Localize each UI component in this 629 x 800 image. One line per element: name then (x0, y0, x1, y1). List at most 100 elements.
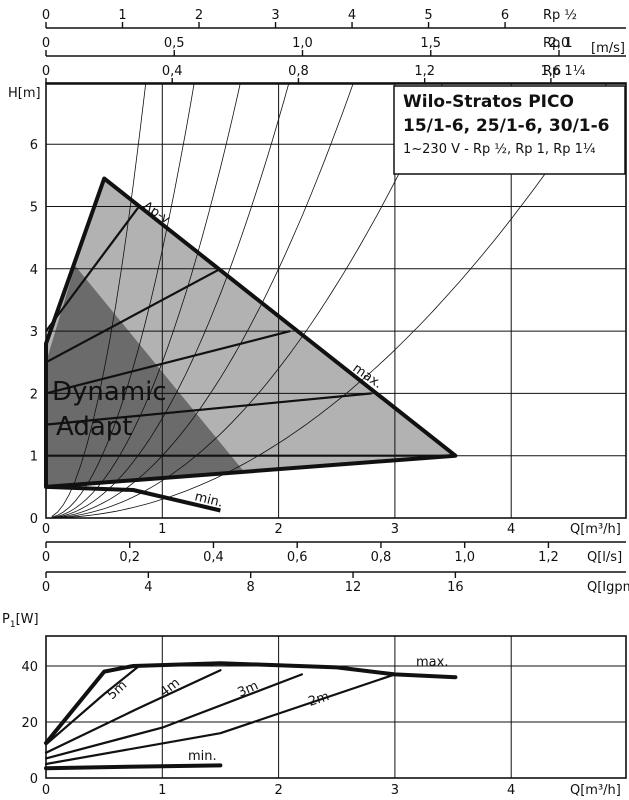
top-scale-0-tick-label: 1 (118, 8, 126, 23)
flow-scale-1-tick-label: 16 (447, 580, 464, 595)
power-x-tick: 4 (507, 783, 515, 798)
power-y-tick: 40 (21, 660, 38, 675)
power-series-min (44, 763, 223, 771)
head-xlabel: Q[m³/h] (570, 522, 621, 537)
head-series-line-2 (45, 392, 372, 426)
power-x-tick: 0 (42, 783, 50, 798)
head-series-line-4 (45, 267, 221, 364)
top-scale-0-label: Rp ½ (543, 8, 577, 23)
power-y-tick: 20 (21, 716, 38, 731)
power-series-4m (44, 669, 222, 754)
head-series-line-3 (45, 330, 291, 395)
top-velocity-scales: 0 1 2 3 4 5 6 Rp ½ 0 0,5 1,0 1,5 2,0Rp 1 [m/s] 0 0,4 0,8… (42, 8, 626, 85)
head-x-tick: 2 (274, 522, 282, 537)
top-scale-0-tick-label: 5 (424, 8, 432, 23)
head-x-tick: 3 (391, 522, 399, 537)
flow-scale-1-tick-label: 4 (144, 580, 152, 595)
top-scale-0-tick-label: 3 (271, 8, 279, 23)
top-scale-0-tick-label: 0 (42, 8, 50, 23)
power-label-4m: 4m (157, 675, 183, 700)
head-min-label: min. (193, 489, 224, 510)
top-scale-1-tick-label: 0,5 (164, 36, 185, 51)
head-y-tick: 0 (30, 512, 38, 527)
flow-scale-0-tick-label: 0,4 (203, 550, 224, 565)
dynamic-label-line-1: Dynamic (52, 377, 167, 407)
head-y-tick: 3 (30, 325, 38, 340)
title-line-2: 15/1-6, 25/1-6, 30/1-6 (403, 116, 610, 136)
flow-scale-1-label: Q[Igpm] (587, 580, 629, 595)
flow-scale-1-tick-label: 0 (42, 580, 50, 595)
head-y-tick: 1 (30, 450, 38, 465)
power-series-2m (44, 673, 396, 766)
head-x-tick: 1 (158, 522, 166, 537)
top-scale-0-tick-label: 4 (348, 8, 356, 23)
top-scale-0-tick-label: 2 (195, 8, 203, 23)
top-scale-2-tick-label: 0 (42, 64, 50, 79)
power-label-2m: 2m (307, 689, 332, 710)
title-line-3: 1~230 V - Rp ½, Rp 1, Rp 1¼ (403, 142, 596, 157)
power-x-tick: 1 (158, 783, 166, 798)
head-series-min (45, 484, 221, 513)
head-y-tick: 4 (30, 263, 38, 278)
head-y-tick: 2 (30, 387, 38, 402)
flow-scale-0-tick-label: 0,8 (371, 550, 392, 565)
head-x-tick: 0 (42, 522, 50, 537)
flow-scale-0-tick-label: 0 (42, 550, 50, 565)
system-curve (51, 83, 444, 518)
system-curves (51, 83, 608, 518)
title-box (393, 85, 626, 175)
head-series-line-5 (45, 205, 140, 332)
flow-scale-0-tick-label: 1,0 (454, 550, 475, 565)
flow-scale-0-tick-label: 0,6 (287, 550, 308, 565)
power-label-5m: 5m (105, 678, 131, 703)
top-scale-2-tick-label: 0,8 (288, 64, 309, 79)
flow-scale-1-tick-label: 8 (247, 580, 255, 595)
top-scale-1-tick-label: 2,0 (549, 36, 570, 51)
top-scale-2-tick-label: 1,6 (541, 64, 562, 79)
system-curve (51, 83, 241, 518)
power-x-tick: 3 (391, 783, 399, 798)
system-curve (51, 83, 147, 517)
head-frame (45, 82, 627, 519)
top-scale-2-label: Rp 1¼ (543, 64, 586, 79)
top-scale-2-tick-label: 0,4 (162, 64, 183, 79)
power-ylabel-sub: 1 (10, 620, 16, 630)
head-y-tick: 6 (30, 138, 38, 153)
dynamic-adapt-area (46, 265, 244, 487)
flow-scale-1-tick-label: 12 (345, 580, 362, 595)
system-curve (51, 83, 290, 518)
system-curve (51, 83, 195, 518)
top-scale-0-tick-label: 6 (501, 8, 509, 23)
power-max-label: max. (416, 655, 448, 670)
power-ylabel-unit: [W] (16, 612, 39, 627)
system-curve (51, 83, 354, 518)
flow-scale-0-tick-label: 0,2 (119, 550, 140, 565)
velocity-unit-label: [m/s] (591, 41, 625, 56)
top-scale-1-tick-label: 0 (42, 36, 50, 51)
power-x-tick: 2 (274, 783, 282, 798)
flow-scale-0-tick-label: 1,2 (538, 550, 559, 565)
dynamic-label-line-2: Adapt (56, 412, 132, 442)
power-xlabel: Q[m³/h] (570, 783, 621, 798)
flow-scale-0-label: Q[l/s] (587, 550, 622, 565)
top-scale-1-tick-label: 1,5 (420, 36, 441, 51)
power-label-3m: 3m (236, 678, 261, 700)
top-scale-1-tick-label: 1,0 (292, 36, 313, 51)
power-frame (45, 635, 627, 779)
system-curve (51, 83, 608, 518)
power-series-5m (44, 664, 141, 746)
head-ylabel: H[m] (8, 86, 41, 101)
top-scale-2-tick-label: 1,2 (414, 64, 435, 79)
head-x-tick: 4 (507, 522, 515, 537)
head-y-tick: 5 (30, 201, 38, 216)
power-y-tick: 0 (30, 772, 38, 787)
power-series-3m (44, 673, 303, 760)
power-min-label: min. (188, 749, 217, 764)
power-ylabel: P1[W] (2, 612, 39, 630)
flow-scales: 0 0,2 0,4 0,6 0,8 1,0 1,2 Q[l/s] 0 4 8 12 16 Q[Igpm] (42, 541, 629, 595)
power-ylabel-main: P (2, 612, 10, 627)
title-line-1: Wilo-Stratos PICO (403, 92, 574, 112)
